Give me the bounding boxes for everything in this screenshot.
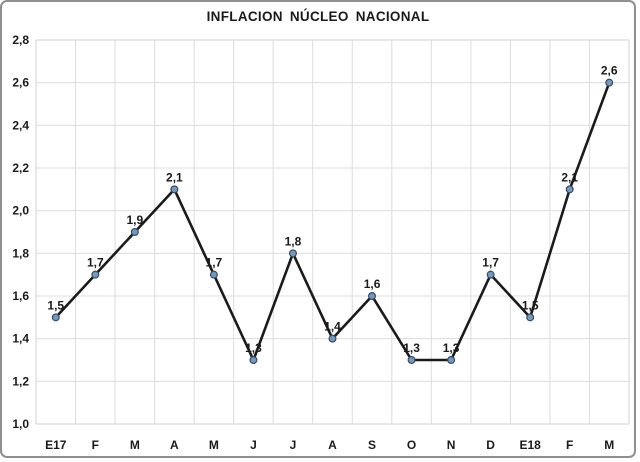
data-point-marker[interactable] bbox=[605, 78, 614, 87]
y-axis-tick-label: 1,2 bbox=[12, 374, 29, 388]
y-axis-tick-label: 2,8 bbox=[12, 33, 29, 47]
x-axis-tick-label: M bbox=[209, 438, 219, 452]
data-point-label: 1,9 bbox=[126, 213, 143, 227]
data-point-label: 1,5 bbox=[47, 298, 64, 312]
data-point-label: 2,6 bbox=[601, 64, 618, 78]
x-axis-tick-label: S bbox=[368, 438, 376, 452]
data-point-label: 2,1 bbox=[561, 170, 578, 184]
data-point-label: 1,5 bbox=[522, 298, 539, 312]
x-axis-tick-label: E17 bbox=[45, 438, 67, 452]
data-point-marker[interactable] bbox=[249, 356, 258, 365]
data-point-label: 1,7 bbox=[482, 256, 499, 270]
data-point-label: 1,7 bbox=[87, 256, 104, 270]
data-point-marker[interactable] bbox=[486, 270, 495, 279]
x-axis-tick-label: A bbox=[328, 438, 337, 452]
data-point-marker[interactable] bbox=[328, 334, 337, 343]
x-axis-tick-label: J bbox=[250, 438, 257, 452]
x-axis-tick-label: F bbox=[566, 438, 573, 452]
data-point-marker[interactable] bbox=[130, 228, 139, 237]
data-point-label: 1,3 bbox=[443, 341, 460, 355]
y-axis-tick-label: 2,0 bbox=[12, 204, 29, 218]
x-axis-tick-label: F bbox=[92, 438, 99, 452]
x-axis-tick-label: O bbox=[407, 438, 416, 452]
data-point-label: 2,1 bbox=[166, 170, 183, 184]
data-point-marker[interactable] bbox=[447, 356, 456, 365]
data-point-label: 1,7 bbox=[206, 256, 223, 270]
x-axis-tick-label: E18 bbox=[519, 438, 541, 452]
chart-title: INFLACION NÚCLEO NACIONAL bbox=[206, 9, 430, 24]
data-point-label: 1,8 bbox=[285, 234, 302, 248]
x-axis-tick-label: N bbox=[447, 438, 456, 452]
y-axis-tick-label: 1,8 bbox=[12, 246, 29, 260]
data-point-marker[interactable] bbox=[288, 249, 297, 258]
y-axis-tick-label: 2,4 bbox=[12, 118, 29, 132]
plot-area-border bbox=[35, 39, 630, 425]
x-axis-tick-label: A bbox=[170, 438, 179, 452]
data-point-marker[interactable] bbox=[407, 356, 416, 365]
x-axis-tick-label: M bbox=[130, 438, 140, 452]
y-axis-tick-label: 2,6 bbox=[12, 76, 29, 90]
y-axis-tick-label: 1,6 bbox=[12, 289, 29, 303]
data-point-marker[interactable] bbox=[526, 313, 535, 322]
data-point-label: 1,3 bbox=[403, 341, 420, 355]
data-point-marker[interactable] bbox=[368, 292, 377, 301]
data-point-marker[interactable] bbox=[91, 270, 100, 279]
x-axis-tick-label: D bbox=[486, 438, 495, 452]
line-chart-plot: 1,0 1,2 1,4 1,6 1,8 2,0 2,2 2,4 2,6 2,8 E17 F M A M J J A… bbox=[12, 33, 630, 452]
y-axis-tick-label: 1,0 bbox=[12, 417, 29, 431]
data-point-marker[interactable] bbox=[209, 270, 218, 279]
y-axis-tick-label: 1,4 bbox=[12, 332, 29, 346]
x-axis-tick-label: M bbox=[604, 438, 614, 452]
data-point-marker[interactable] bbox=[170, 185, 179, 194]
data-point-label: 1,4 bbox=[324, 320, 341, 334]
x-axis-tick-label: J bbox=[290, 438, 297, 452]
data-point-label: 1,6 bbox=[364, 277, 381, 291]
data-point-marker[interactable] bbox=[565, 185, 574, 194]
y-axis-tick-label: 2,2 bbox=[12, 161, 29, 175]
data-point-label: 1,3 bbox=[245, 341, 262, 355]
data-point-marker[interactable] bbox=[51, 313, 60, 322]
